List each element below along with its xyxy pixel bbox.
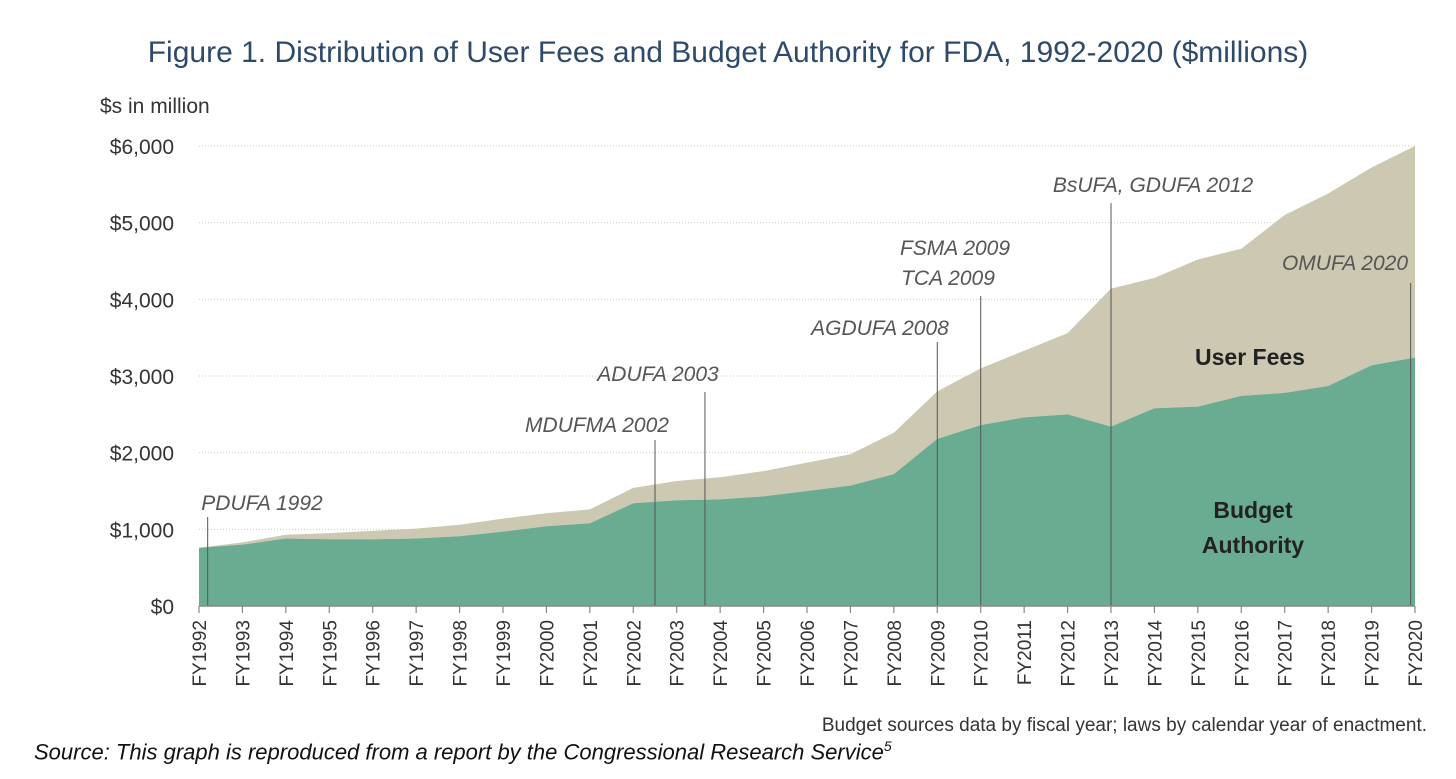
x-tick-label: FY1996 — [364, 620, 385, 687]
chart-title: Figure 1. Distribution of User Fees and … — [147, 36, 1309, 69]
x-tick-label: FY1993 — [233, 620, 254, 687]
x-tick-label: FY2016 — [1232, 620, 1253, 687]
x-tick-label: FY2007 — [841, 620, 862, 687]
y-tick-label: $2,000 — [110, 443, 174, 466]
source-reference: 5 — [883, 738, 892, 754]
annotation-label: PDUFA 1992 — [201, 492, 323, 515]
x-tick-label: FY2003 — [668, 620, 689, 687]
x-tick-label: FY1992 — [190, 620, 211, 687]
annotation-label: TCA 2009 — [901, 267, 995, 290]
series-label: Authority — [1202, 532, 1304, 558]
x-tick-label: FY2013 — [1102, 620, 1123, 687]
x-tick-label: FY2005 — [755, 620, 776, 687]
y-tick-label: $0 — [151, 596, 174, 619]
x-tick-label: FY1997 — [407, 620, 428, 687]
x-tick-label: FY2009 — [928, 620, 949, 687]
x-tick-label: FY2001 — [581, 620, 602, 687]
x-tick-label: FY1995 — [320, 620, 341, 687]
x-tick-label: FY1999 — [494, 620, 515, 687]
y-tick-label: $5,000 — [110, 213, 174, 236]
x-tick-label: FY2011 — [1015, 620, 1036, 685]
x-tick-label: FY2002 — [624, 620, 645, 687]
x-tick-label: FY1998 — [451, 620, 472, 687]
y-axis-label: $s in million — [100, 95, 210, 118]
x-tick-label: FY2012 — [1059, 620, 1080, 687]
annotation-label: AGDUFA 2008 — [809, 317, 949, 340]
y-tick-label: $1,000 — [110, 519, 174, 542]
x-tick-label: FY1994 — [277, 620, 298, 687]
source-caption: Source: This graph is reproduced from a … — [34, 738, 892, 765]
source-text: Source: This graph is reproduced from a … — [34, 739, 884, 765]
chart-note: Budget sources data by fiscal year; laws… — [822, 715, 1427, 736]
series-label: Budget — [1213, 497, 1293, 523]
annotation-label: BsUFA, GDUFA 2012 — [1053, 174, 1254, 197]
x-tick-label: FY2008 — [885, 620, 906, 687]
x-tick-label: FY2017 — [1276, 620, 1297, 687]
annotation-label: ADUFA 2003 — [595, 363, 719, 386]
y-axis-ticks: $0 $1,000 $2,000 $3,000 $4,000 $5,000 $6,000 — [110, 136, 174, 619]
x-tick-label: FY2010 — [972, 620, 993, 687]
x-tick-label: FY2014 — [1145, 620, 1166, 687]
annotation-label: MDUFMA 2002 — [525, 414, 669, 437]
annotation-label: OMUFA 2020 — [1282, 252, 1408, 275]
y-tick-label: $6,000 — [110, 136, 174, 159]
law-annotations: PDUFA 1992 MDUFMA 2002 ADUFA 2003 AGDUFA 20… — [201, 174, 1412, 606]
y-tick-label: $4,000 — [110, 289, 174, 312]
x-tick-label: FY2020 — [1406, 620, 1427, 687]
annotation-label: FSMA 2009 — [900, 237, 1010, 260]
x-axis: FY1992 FY1993 FY1994 FY1995 FY1996 FY1997 FY19… — [190, 605, 1427, 687]
x-tick-label: FY2006 — [798, 620, 819, 687]
x-tick-label: FY2004 — [711, 620, 732, 687]
x-tick-label: FY2000 — [537, 620, 558, 687]
x-tick-label: FY2019 — [1363, 620, 1384, 687]
y-tick-label: $3,000 — [110, 366, 174, 389]
user-fees-area — [199, 146, 1415, 548]
series-label: User Fees — [1195, 344, 1305, 370]
x-tick-label: FY2018 — [1319, 620, 1340, 687]
x-tick-label: FY2015 — [1189, 620, 1210, 687]
series-labels: Budget Authority User Fees — [1195, 344, 1305, 558]
